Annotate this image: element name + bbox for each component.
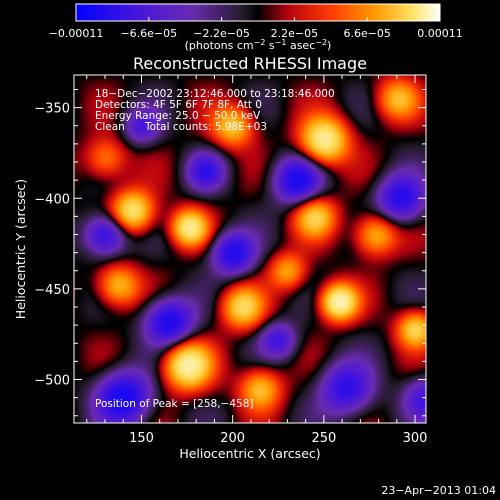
annotation-time-range: 18−Dec−2002 23:12:46.000 to 23:18:46.000 — [95, 88, 335, 100]
y-tick-label: −450 — [34, 283, 70, 298]
annotation-detectors: Detectors: 4F 5F 6F 7F 8F, Att 0 — [95, 99, 262, 111]
x-tick-label: 150 — [129, 431, 154, 446]
colorbar-tick-label: −0.00011 — [49, 27, 104, 40]
y-axis-title: Heliocentric Y (arcsec) — [13, 179, 28, 319]
colorbar-tick-label: −2.2e−05 — [193, 27, 250, 40]
x-axis-tick-labels: 150 200 250 300 — [129, 431, 427, 446]
colorbar-tick-labels: −0.00011 −6.6e−05 −2.2e−05 2.2e−05 6.6e−05 0.… — [49, 27, 463, 40]
annotation-block: 18−Dec−2002 23:12:46.000 to 23:18:46.000… — [95, 88, 335, 410]
footer-date-stamp: 23−Apr−2013 01:04 — [381, 484, 496, 497]
colorbar-tick-label: 6.6e−05 — [343, 27, 390, 40]
y-tick-label: −350 — [34, 102, 70, 117]
annotation-peak-position: Position of Peak = [258,−458] — [95, 398, 254, 410]
chart-title: Reconstructed RHESSI Image — [133, 54, 367, 73]
y-axis-ticks — [74, 89, 426, 417]
x-tick-label: 200 — [220, 431, 245, 446]
colorbar-tick-label: 2.2e−05 — [271, 27, 318, 40]
annotation-total-counts: Total counts: 5.98E+03 — [144, 121, 267, 133]
y-tick-label: −500 — [34, 374, 70, 389]
x-axis-ticks — [86, 75, 416, 423]
colorbar-tick-label: −6.6e−05 — [120, 27, 177, 40]
colorbar-ticks — [75, 17, 441, 21]
x-tick-label: 300 — [403, 431, 428, 446]
y-tick-label: −400 — [34, 192, 70, 207]
x-axis-title: Heliocentric X (arcsec) — [179, 446, 320, 461]
annotation-clean: Clean — [95, 121, 125, 133]
heatmap-image — [74, 75, 426, 423]
annotation-energy-range: Energy Range: 25.0 − 50.0 keV — [95, 110, 261, 122]
y-axis-tick-labels: −350 −400 −450 −500 — [34, 102, 70, 389]
colorbar-gradient — [75, 3, 441, 22]
plot-frame — [73, 74, 427, 424]
colorbar-tick-label: 0.00011 — [417, 27, 463, 40]
x-tick-label: 250 — [311, 431, 336, 446]
colorbar: −0.00011 −6.6e−05 −2.2e−05 2.2e−05 6.6e−05 0.… — [49, 3, 463, 52]
colorbar-unit-label: (photons cm−2 s−1 asec−2) — [185, 38, 332, 52]
